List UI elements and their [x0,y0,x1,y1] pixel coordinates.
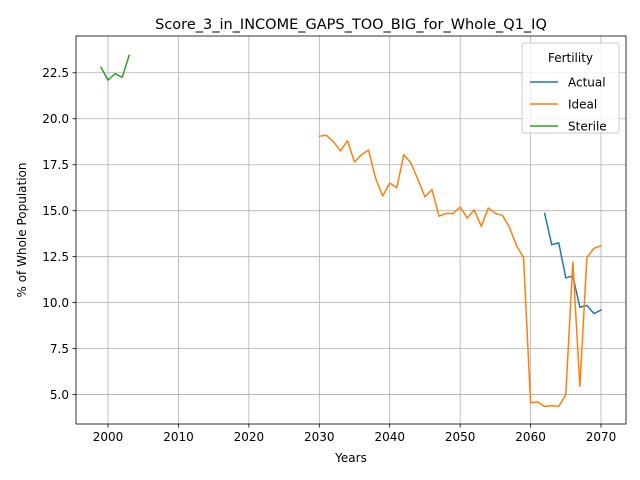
x-tick-label: 2070 [586,430,617,444]
legend-label-sterile: Sterile [568,119,607,133]
y-tick-label: 5.0 [50,388,69,402]
y-tick-label: 7.5 [50,342,69,356]
x-tick-label: 2000 [93,430,124,444]
legend-box [521,42,620,134]
legend-title: Fertility [548,51,593,65]
y-tick-label: 12.5 [42,250,69,264]
series-line-sterile [99,54,131,81]
series-lines [99,54,603,408]
x-tick-label: 2010 [163,430,194,444]
legend-entries: Actual Ideal Sterile [530,75,607,133]
x-axis-ticks: 2000 2010 2020 2030 2040 2050 2060 2070 [93,424,617,444]
y-tick-label: 10.0 [42,296,69,310]
x-tick-label: 2030 [304,430,335,444]
axes-frame [75,35,627,425]
y-tick-label: 17.5 [42,158,69,172]
legend: Fertility Actual Ideal Sterile [521,42,620,134]
legend-label-ideal: Ideal [568,97,597,111]
y-axis-label: % of Whole Population [15,163,29,298]
x-axis-label: Years [334,451,367,465]
x-tick-label: 2020 [234,430,265,444]
y-tick-label: 20.0 [42,112,69,126]
series-line-ideal [318,134,602,408]
y-tick-label: 15.0 [42,204,69,218]
x-tick-label: 2040 [374,430,405,444]
x-tick-label: 2060 [515,430,546,444]
y-tick-label: 22.5 [42,66,69,80]
chart-title: Score_3_in_INCOME_GAPS_TOO_BIG_for_Whole… [155,17,547,33]
legend-label-actual: Actual [568,75,606,89]
x-tick-label: 2050 [445,430,476,444]
y-axis-ticks: 5.0 7.5 10.0 12.5 15.0 17.5 20.0 22.5 [42,66,76,402]
